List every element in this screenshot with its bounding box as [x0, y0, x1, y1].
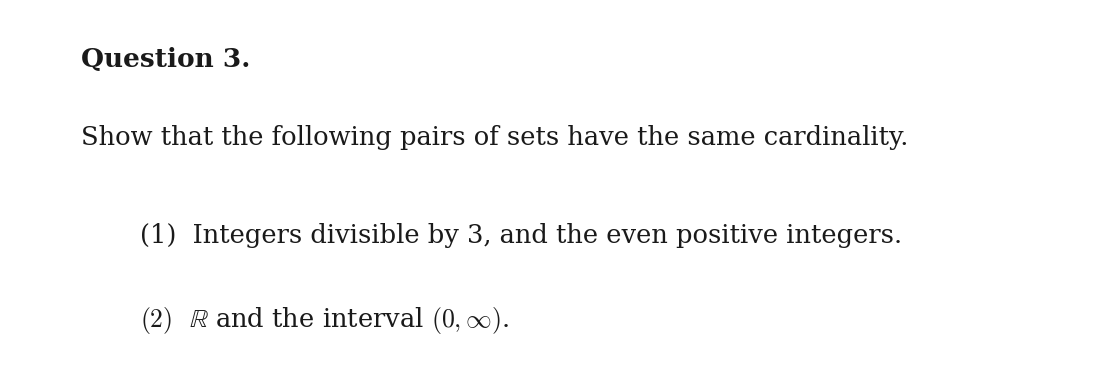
Text: $(2)$  $\mathbb{R}$ and the interval $(0, \infty)$.: $(2)$ $\mathbb{R}$ and the interval $(0,… — [140, 305, 509, 336]
Text: Question 3.: Question 3. — [81, 47, 250, 72]
Text: Show that the following pairs of sets have the same cardinality.: Show that the following pairs of sets ha… — [81, 125, 907, 150]
Text: (1)  Integers divisible by 3, and the even positive integers.: (1) Integers divisible by 3, and the eve… — [140, 223, 902, 248]
